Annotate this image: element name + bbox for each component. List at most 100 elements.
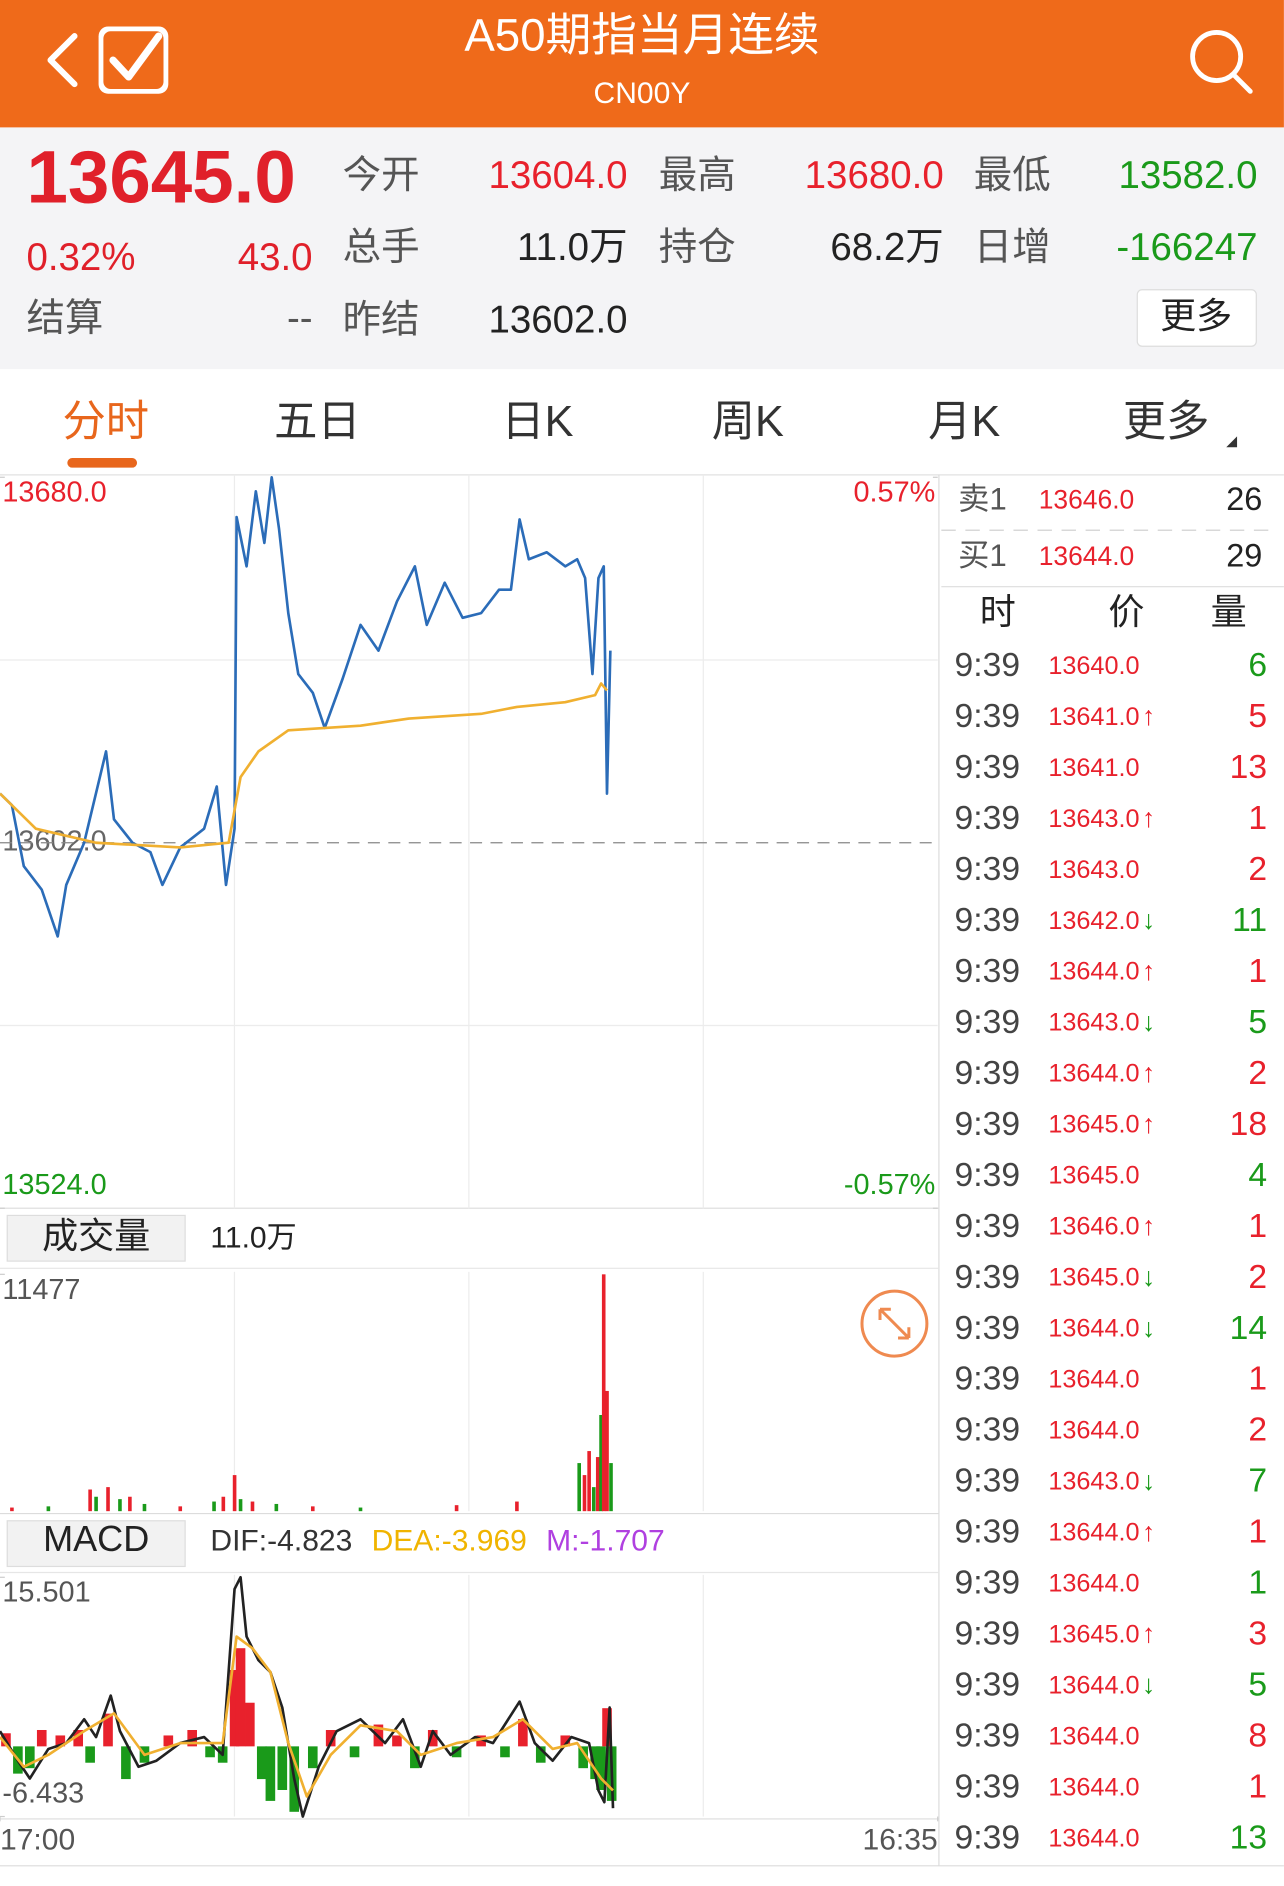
book-volume: 26 <box>1226 481 1262 517</box>
field-label: 昨结 <box>343 298 420 341</box>
series-line <box>0 1575 615 1818</box>
histogram-bar <box>25 1746 35 1769</box>
more-label[interactable]: 更多 <box>1160 295 1232 336</box>
field-label: 持仓 <box>659 226 736 269</box>
subtitle: CN00Y <box>594 77 691 110</box>
field-value: -166247 <box>1116 226 1257 269</box>
series-line <box>0 475 612 938</box>
field-label: 总手 <box>343 226 420 269</box>
pane-title: 成交量 <box>42 1215 150 1256</box>
more-button[interactable] <box>1136 289 1257 347</box>
volume-bar <box>46 1506 51 1512</box>
field-label: 最低 <box>974 154 1051 197</box>
volume-bar <box>591 1487 596 1512</box>
trade-price: 13644.0 <box>1048 1722 1139 1750</box>
header-bar <box>0 0 1284 128</box>
tab[interactable]: 分时 <box>63 398 150 446</box>
search-button[interactable] <box>1190 30 1244 83</box>
tab[interactable]: 月K <box>928 398 1000 446</box>
y2-tick-label: 0.57% <box>854 477 936 509</box>
tab[interactable]: 周K <box>712 398 784 446</box>
histogram-bar <box>500 1746 510 1758</box>
change-pct: 0.32% <box>26 236 135 279</box>
trade-time: 9:39 <box>955 1310 1021 1347</box>
field-value: 13604.0 <box>488 154 627 197</box>
volume-bar <box>515 1501 519 1512</box>
tab-indicator <box>67 458 138 468</box>
histogram-bar <box>256 1746 267 1780</box>
trade-arrow: ↑ <box>1142 1619 1155 1649</box>
indicator-label: DEA:-3.969 <box>372 1524 527 1557</box>
macd-tag <box>6 1520 186 1568</box>
settle-label: 结算 <box>26 297 103 340</box>
volume-bar <box>310 1506 315 1512</box>
series-line <box>0 682 609 849</box>
trade-price: 13644.0 <box>1048 1671 1139 1699</box>
trade-arrow: ↑ <box>1142 1517 1155 1547</box>
trade-arrow: ↑ <box>1142 1058 1155 1088</box>
trade-volume: 14 <box>1230 1310 1267 1347</box>
trade-price: 13642.0 <box>1048 907 1139 935</box>
trade-volume: 13 <box>1230 1819 1267 1856</box>
settle-value: -- <box>287 297 313 340</box>
trade-volume: 13 <box>1230 749 1267 786</box>
trade-arrow: ↑ <box>1142 1211 1155 1241</box>
tab[interactable]: 五日 <box>274 398 361 446</box>
trade-price: 13644.0 <box>1048 1366 1139 1394</box>
volume-bar <box>274 1503 279 1512</box>
histogram-bar <box>205 1746 215 1758</box>
trade-price: 13643.0 <box>1048 856 1139 884</box>
histogram-bar <box>163 1735 174 1747</box>
histogram-bar <box>265 1746 276 1801</box>
field-label: 日增 <box>974 226 1051 269</box>
trade-time: 9:39 <box>955 1514 1021 1551</box>
histogram-bar <box>349 1746 360 1758</box>
histogram-bar <box>325 1729 336 1747</box>
volume-bar <box>88 1489 92 1512</box>
histogram-bar <box>578 1746 588 1769</box>
histogram-bar <box>560 1735 571 1747</box>
trade-price: 13641.0 <box>1048 703 1139 731</box>
trade-time: 9:39 <box>955 1208 1021 1245</box>
volume-bar <box>609 1463 613 1512</box>
trades-header: 价 <box>1108 591 1144 632</box>
trade-volume: 4 <box>1248 1157 1267 1194</box>
trade-volume: 1 <box>1248 1208 1267 1245</box>
volume-bar <box>250 1501 255 1512</box>
volume-bar <box>94 1496 98 1512</box>
title: A50期指当月连续 <box>464 10 819 61</box>
y-tick-label: 15.501 <box>2 1577 90 1609</box>
volume-bar <box>106 1487 110 1512</box>
trade-arrow: ↓ <box>1142 1262 1155 1292</box>
trade-price: 13643.0 <box>1048 1009 1139 1037</box>
trade-arrow: ↓ <box>1142 1007 1155 1037</box>
tab[interactable]: 日K <box>501 398 573 446</box>
expand-button[interactable] <box>860 1289 929 1358</box>
tab[interactable]: 更多 <box>1123 398 1210 446</box>
trade-volume: 2 <box>1248 1412 1267 1449</box>
trade-price: 13645.0 <box>1048 1620 1139 1648</box>
trade-price: 13644.0 <box>1048 1315 1139 1343</box>
volume-bar <box>128 1496 132 1512</box>
trade-price: 13645.0 <box>1048 1162 1139 1190</box>
trade-price: 13643.0 <box>1048 1467 1139 1495</box>
histogram-bar <box>427 1729 438 1747</box>
trade-volume: 18 <box>1230 1106 1267 1143</box>
trade-volume: 1 <box>1248 1514 1267 1551</box>
back-button[interactable] <box>47 33 78 88</box>
indicator-label: M:-1.707 <box>546 1524 665 1557</box>
y-tick-label: -6.433 <box>2 1778 84 1810</box>
volume-bar <box>212 1501 216 1512</box>
trade-time: 9:39 <box>955 1565 1021 1602</box>
volume-bar <box>221 1496 226 1512</box>
volume-bar <box>10 1507 14 1512</box>
trade-volume: 8 <box>1248 1718 1267 1755</box>
trade-price: 13644.0 <box>1048 958 1139 986</box>
trade-price: 13646.0 <box>1048 1213 1139 1241</box>
field-value: 13582.0 <box>1118 154 1257 197</box>
volume-bar <box>142 1503 147 1512</box>
volume-bar <box>601 1274 606 1512</box>
histogram-bar <box>602 1708 612 1747</box>
trade-time: 9:39 <box>955 1769 1021 1806</box>
